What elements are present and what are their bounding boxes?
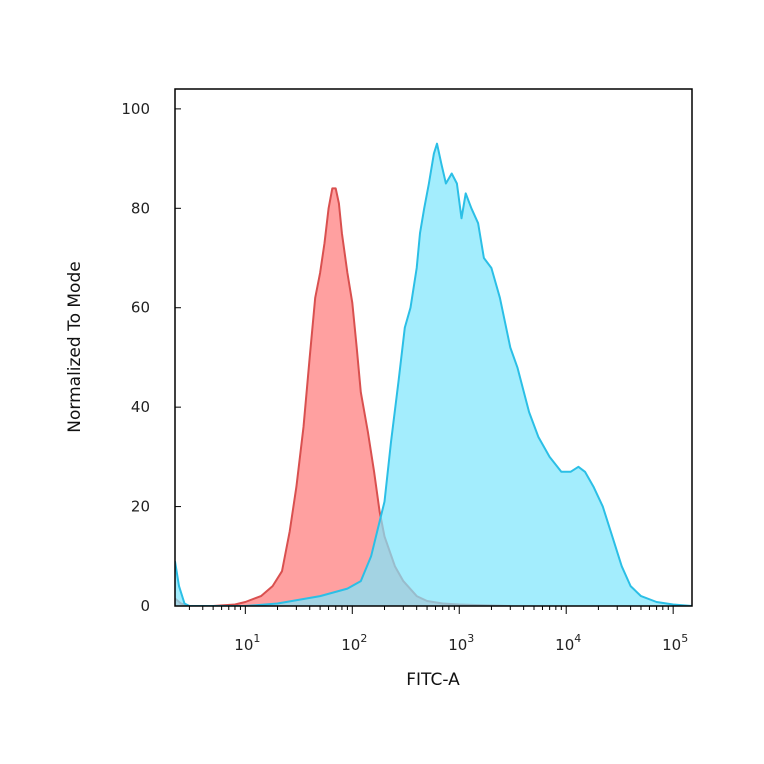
y-tick-label: 20 [131, 498, 150, 516]
y-tick-label: 80 [131, 199, 150, 217]
series-area-2 [175, 143, 692, 606]
y-tick-label: 60 [131, 299, 150, 317]
x-tick-label: 104 [555, 632, 581, 654]
x-axis: 101 102 103 104 105 [188, 606, 688, 654]
series-area-1 [175, 188, 511, 606]
series-line-2 [175, 142, 692, 606]
x-tick-label: 101 [234, 632, 260, 654]
series-layer [175, 142, 692, 606]
y-axis: 0 20 40 60 80 100 [121, 100, 181, 615]
y-tick-label: 100 [121, 100, 150, 118]
y-axis-title: Normalized To Mode [65, 261, 85, 432]
y-tick-label: 40 [131, 398, 150, 416]
x-tick-label: 103 [448, 632, 474, 654]
x-tick-label: 105 [662, 632, 688, 654]
x-axis-title: FITC-A [406, 670, 460, 690]
x-tick-label: 102 [341, 632, 367, 654]
plot-frame [174, 88, 693, 607]
y-tick-label: 0 [140, 597, 150, 615]
